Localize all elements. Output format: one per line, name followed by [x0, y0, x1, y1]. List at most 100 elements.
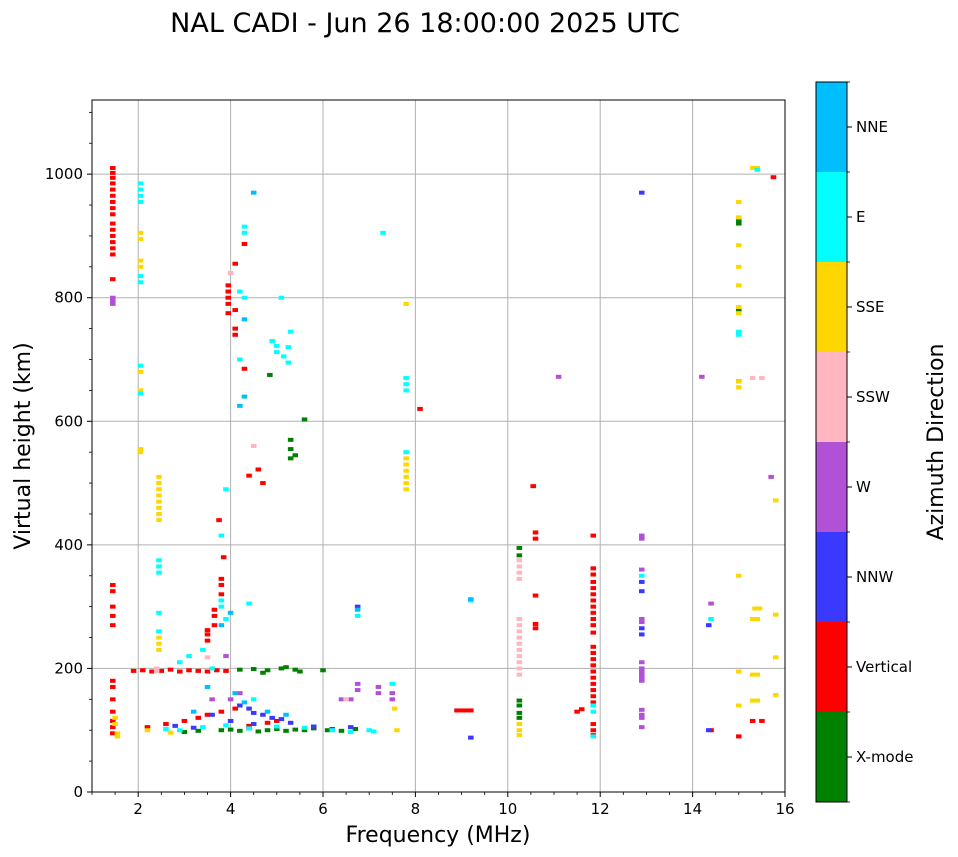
data-point-nnw — [705, 728, 712, 733]
data-point-vertical — [590, 700, 597, 705]
colorbar-segment — [816, 262, 847, 352]
data-point-sse — [156, 493, 162, 498]
y-tick-label: 400 — [54, 536, 83, 554]
data-point-nnw — [354, 604, 361, 609]
data-point-vertical — [110, 199, 116, 204]
data-point-vertical — [458, 708, 465, 713]
data-point-sse — [156, 511, 162, 516]
data-point-ssw — [227, 271, 234, 275]
colorbar-label: W — [856, 478, 871, 496]
data-point-sse — [516, 728, 523, 733]
data-point-e — [137, 391, 144, 396]
data-point-nne — [227, 610, 234, 615]
data-point-nnw — [639, 579, 645, 584]
data-point-e — [403, 450, 409, 455]
data-point-ssw — [516, 660, 523, 665]
x-axis-ticks: 2 4 6 8 10 12 14 16 — [91, 792, 795, 818]
data-point-vertical — [110, 684, 116, 689]
chart-title: NAL CADI - Jun 26 18:00:00 2025 UTC — [170, 8, 680, 39]
data-point-vertical — [590, 586, 597, 591]
data-point-ssw — [516, 672, 523, 677]
data-point-sse — [736, 379, 742, 384]
data-point-sse — [749, 165, 756, 170]
data-point-e — [301, 725, 308, 730]
data-point-w — [209, 697, 215, 702]
colorbar-frame — [815, 81, 848, 803]
data-point-vertical — [110, 613, 116, 618]
data-point-x-mode — [292, 667, 299, 672]
data-point-e — [223, 487, 229, 492]
data-point-w — [375, 691, 382, 696]
data-point-sse — [749, 617, 756, 621]
data-point-sse — [137, 230, 144, 235]
data-point-vertical — [110, 623, 116, 628]
data-point-vertical — [167, 667, 174, 672]
data-point-nne — [241, 317, 248, 322]
data-point-w — [639, 666, 645, 671]
data-point-vertical — [140, 668, 146, 673]
data-point-sse — [137, 447, 144, 452]
data-point-sse — [736, 243, 742, 248]
data-point-vertical — [590, 617, 597, 621]
data-point-w — [768, 474, 774, 479]
data-point-w — [639, 672, 645, 677]
data-point-sse — [756, 606, 763, 611]
data-point-w — [639, 533, 645, 538]
data-point-nnw — [227, 718, 234, 723]
data-point-e — [639, 573, 645, 578]
data-point-vertical — [110, 227, 116, 232]
colorbar-segment — [816, 82, 847, 172]
data-point-vertical — [110, 246, 116, 251]
data-point-x-mode — [237, 728, 243, 733]
data-point-x-mode — [283, 728, 289, 733]
data-point-sse — [736, 304, 742, 309]
data-point-vertical — [211, 607, 218, 612]
data-point-x-mode — [516, 545, 523, 550]
data-point-vertical — [590, 728, 597, 733]
data-point-vertical — [110, 165, 116, 170]
data-point-nne — [204, 684, 211, 689]
data-point-ssw — [250, 444, 257, 448]
data-point-sse — [749, 698, 756, 703]
data-point-sse — [403, 474, 409, 479]
data-point-ssw — [516, 617, 523, 621]
data-point-e — [137, 363, 144, 368]
data-point-nnw — [260, 712, 266, 717]
data-point-x-mode — [516, 710, 523, 715]
data-point-vertical — [110, 181, 116, 186]
data-point-x-mode — [287, 456, 294, 461]
data-point-e — [280, 354, 287, 359]
data-point-sse — [156, 499, 162, 504]
data-point-sse — [156, 505, 162, 510]
data-point-w — [389, 697, 396, 702]
colorbar-label: NNW — [856, 568, 893, 586]
data-point-e — [241, 230, 248, 235]
data-point-x-mode — [287, 437, 294, 442]
data-point-e — [218, 598, 225, 603]
data-point-vertical — [110, 678, 116, 683]
data-point-nne — [250, 190, 257, 195]
data-point-x-mode — [516, 715, 523, 720]
colorbar-segment — [816, 172, 847, 262]
data-point-vertical — [468, 708, 474, 713]
data-point-sse — [736, 385, 742, 390]
data-point-sse — [137, 450, 144, 455]
data-point-sse — [736, 703, 742, 708]
data-point-vertical — [186, 668, 192, 673]
data-point-sse — [772, 498, 779, 503]
data-point-w — [389, 691, 396, 696]
data-point-sse — [137, 369, 144, 374]
data-point-sse — [156, 481, 162, 486]
colorbar-label: E — [856, 208, 865, 226]
data-point-x-mode — [237, 667, 243, 672]
colorbar-segment — [816, 442, 847, 532]
data-point-vertical — [590, 579, 597, 584]
data-point-vertical — [110, 240, 116, 245]
data-point-nne — [237, 403, 243, 408]
data-point-e — [754, 167, 761, 172]
data-point-vertical — [195, 668, 202, 673]
data-point-ssw — [516, 654, 523, 659]
data-point-ssw — [153, 666, 160, 671]
data-point-vertical — [204, 638, 211, 643]
y-tick-label: 1000 — [45, 165, 83, 183]
